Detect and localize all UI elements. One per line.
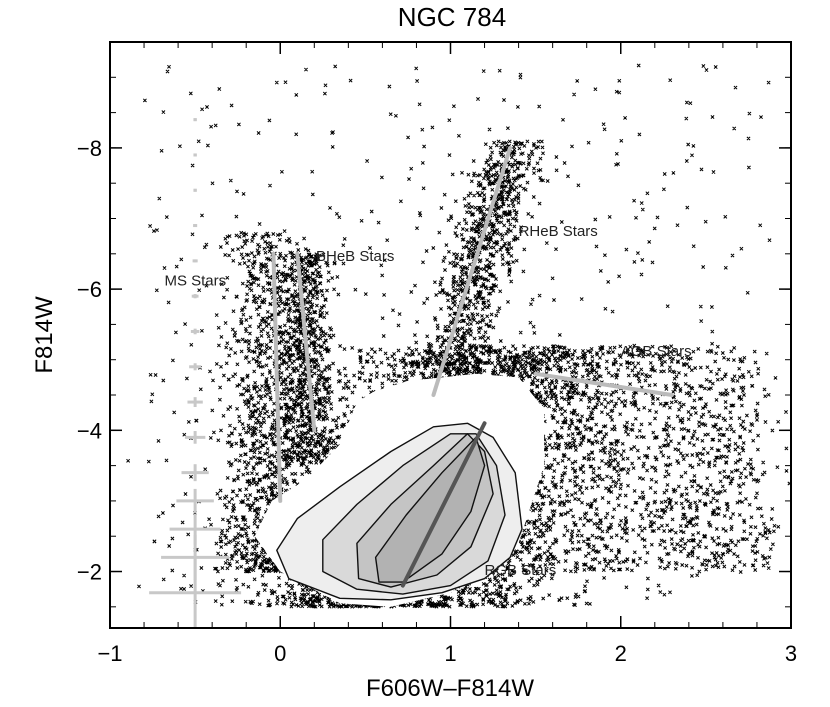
- y-tick-label: −8: [77, 136, 102, 161]
- y-tick-label: −2: [77, 560, 102, 585]
- y-tick-label: −4: [77, 418, 102, 443]
- feature-line-rheb: [431, 145, 513, 398]
- x-axis-label: F606W–F814W: [366, 675, 534, 702]
- error-bar-5: [184, 431, 206, 444]
- feature-line-ms: [271, 251, 283, 503]
- annotation-ms-stars: MS Stars: [164, 273, 226, 290]
- x-axis-ticks: −1 0 1 2 3: [97, 42, 797, 666]
- error-bar-7: [189, 363, 202, 371]
- error-bar-12: [193, 188, 197, 192]
- feature-lines: [271, 145, 674, 588]
- density-contours: [254, 373, 545, 607]
- error-bars: [149, 118, 242, 628]
- feature-line-rgb: [400, 421, 487, 588]
- y-tick-label: −6: [77, 277, 102, 302]
- error-bar-3: [176, 488, 214, 513]
- error-bar-9: [191, 294, 199, 299]
- y-axis-label: F814W: [31, 296, 58, 374]
- error-bar-11: [193, 224, 198, 228]
- feature-line-bheb: [295, 251, 317, 433]
- error-bar-2: [169, 513, 221, 545]
- y-axis-ticks: −8 −6 −4 −2: [77, 76, 791, 608]
- x-tick-label: −1: [97, 641, 122, 666]
- error-bar-8: [190, 328, 200, 335]
- annotation-bheb-stars: BHeB Stars: [316, 248, 394, 265]
- x-tick-label: 0: [274, 641, 286, 666]
- annotations: MS Stars BHeB Stars RHeB Stars AGB Stars RGB…: [164, 223, 691, 579]
- annotation-rheb-stars: RHeB Stars: [519, 223, 598, 240]
- error-bar-13: [193, 153, 197, 157]
- x-tick-label: 3: [785, 641, 797, 666]
- error-bar-10: [192, 259, 198, 263]
- x-tick-label: 1: [444, 641, 456, 666]
- annotation-rgb-stars: RGB Stars: [485, 562, 557, 579]
- error-bar-4: [181, 464, 209, 482]
- error-bar-14: [193, 118, 197, 122]
- x-tick-label: 2: [615, 641, 627, 666]
- feature-line-agb: [533, 371, 674, 398]
- error-bar-6: [187, 397, 203, 408]
- chart-title: NGC 784: [398, 2, 506, 32]
- annotation-agb-stars: AGB Stars: [621, 343, 692, 360]
